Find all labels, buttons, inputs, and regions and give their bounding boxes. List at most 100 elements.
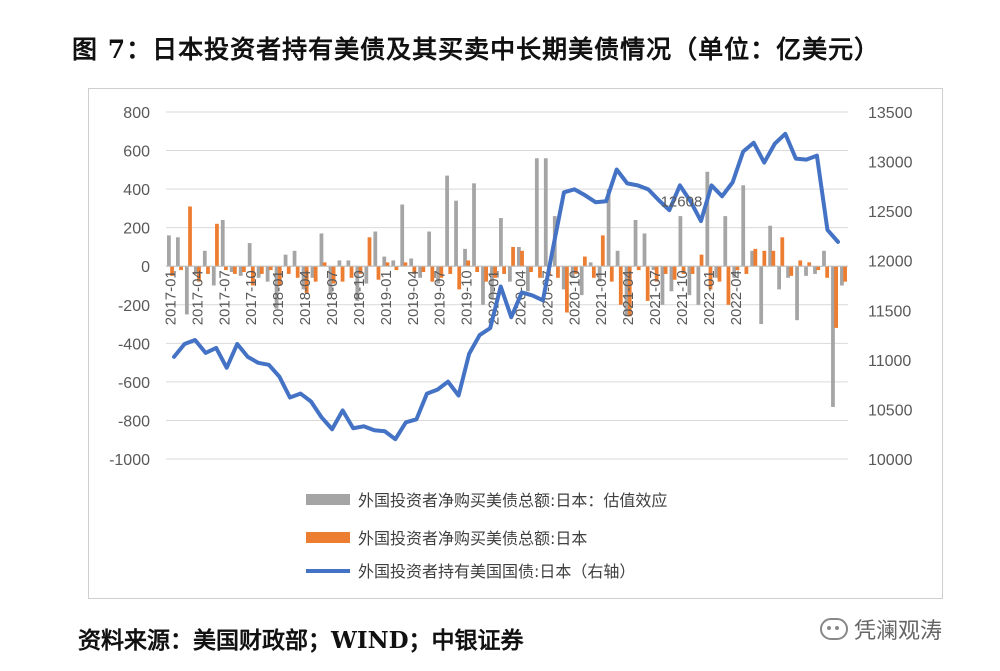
valuation-effect-bar [588,262,593,267]
x-tick-label: 2021-04 [620,270,637,325]
net-purchase-bar [188,206,192,267]
x-tick-label: 2022-01 [701,270,718,325]
net-purchase-bar [717,266,722,282]
y-right-tick-label: 11500 [868,303,911,320]
net-purchase-bar [206,266,210,274]
valuation-effect-bar [759,266,764,325]
net-purchase-bar [421,266,426,273]
x-tick-label: 2019-07 [432,270,449,325]
x-tick-label: 2018-01 [270,270,287,325]
net-purchase-bar [233,266,237,274]
valuation-effect-bar [283,254,288,267]
valuation-effect-bar [265,266,270,282]
net-purchase-bar [690,266,695,274]
net-purchase-bar [529,266,533,273]
valuation-effect-bar [525,266,530,292]
valuation-effect-bar [211,266,216,286]
net-purchase-bar [349,266,354,278]
y-right-tick-label: 13000 [868,155,913,172]
net-purchase-bar [834,266,839,328]
watermark: 凭澜观涛 [820,613,942,645]
net-purchase-bar [798,260,803,267]
valuation-effect-bar [687,266,692,296]
valuation-effect-bar [606,189,611,267]
valuation-effect-bar [499,218,503,267]
x-tick-label: 2021-10 [674,270,691,325]
valuation-effect-bar [516,246,521,267]
net-purchase-bar [636,266,641,271]
valuation-effect-bar [229,266,234,273]
valuation-effect-bar [534,158,539,267]
valuation-effect-bar [364,266,369,284]
net-purchase-bar [771,250,776,267]
net-purchase-bar [412,266,417,274]
valuation-effect-bar [705,171,710,267]
x-tick-label: 2019-04 [405,270,422,325]
valuation-effect-bar [436,266,440,284]
x-tick-label: 2017-07 [216,270,233,325]
x-tick-label: 2021-01 [593,270,610,325]
valuation-effect-bar [597,266,602,282]
x-tick-label: 2018-04 [297,270,314,325]
net-purchase-bar [322,262,327,267]
valuation-effect-bar [777,266,781,290]
net-purchase-bar [556,266,560,278]
net-purchase-bar [780,237,785,267]
valuation-effect-bar [481,266,485,305]
valuation-effect-bar [786,266,790,278]
valuation-effect-bar [427,231,432,267]
y-left-tick-label: -400 [118,336,150,353]
valuation-effect-bar [615,250,620,267]
y-left-tick-label: 800 [123,105,150,122]
net-purchase-bar [403,262,408,267]
net-purchase-bar [699,254,704,267]
y-left-tick-label: -800 [118,413,150,430]
net-purchase-bar [681,266,686,274]
valuation-effect-bar [301,266,306,290]
net-purchase-bar [376,266,381,280]
valuation-effect-bar [795,266,799,321]
valuation-effect-bar [274,266,279,309]
y-right-tick-label: 10500 [868,402,913,419]
net-purchase-bar [448,266,453,274]
net-purchase-bar [466,260,471,267]
valuation-effect-bar [813,266,817,274]
net-purchase-bar [565,266,569,313]
net-purchase-bar [582,256,587,267]
valuation-effect-bar [741,185,746,267]
net-purchase-bar [313,266,318,282]
net-purchase-bar [367,237,372,267]
valuation-effect-bar [624,266,629,317]
valuation-effect-bar [714,266,719,278]
valuation-effect-bar [193,266,198,274]
valuation-effect-bar [696,266,701,305]
valuation-effect-bar [561,266,566,290]
net-purchase-bar [268,266,273,271]
net-purchase-bar [277,266,282,286]
net-purchase-bar [645,266,650,301]
valuation-effect-bar [633,219,638,267]
valuation-effect-bar [238,266,243,276]
valuation-effect-bar [454,200,458,267]
valuation-effect-bar [445,175,449,267]
net-purchase-bar [627,266,632,317]
net-purchase-bar [224,266,228,271]
valuation-effect-bar [723,216,728,267]
y-right-tick-label: 11000 [868,353,911,370]
y-left-tick-label: -200 [118,298,150,315]
net-purchase-bar [538,266,542,278]
valuation-effect-bar [346,260,351,267]
valuation-effect-bar [570,266,575,278]
wechat-icon [820,618,848,640]
valuation-effect-bar [840,266,844,286]
x-tick-label: 2017-04 [189,270,206,325]
valuation-effect-bar [310,266,315,278]
valuation-effect-bar [319,233,324,267]
legend-label: 外国投资者净购买美债总额:日本：估值效应 [358,491,667,510]
valuation-effect-bar [508,266,512,282]
y-left-tick-label: 400 [123,182,150,199]
x-tick-label: 2017-10 [243,270,260,325]
watermark-text: 凭澜观涛 [854,619,943,644]
chart-title: 图 7：日本投资者持有美债及其买卖中长期美债情况（单位：亿美元） [72,35,881,64]
net-purchase-bar [654,266,659,282]
